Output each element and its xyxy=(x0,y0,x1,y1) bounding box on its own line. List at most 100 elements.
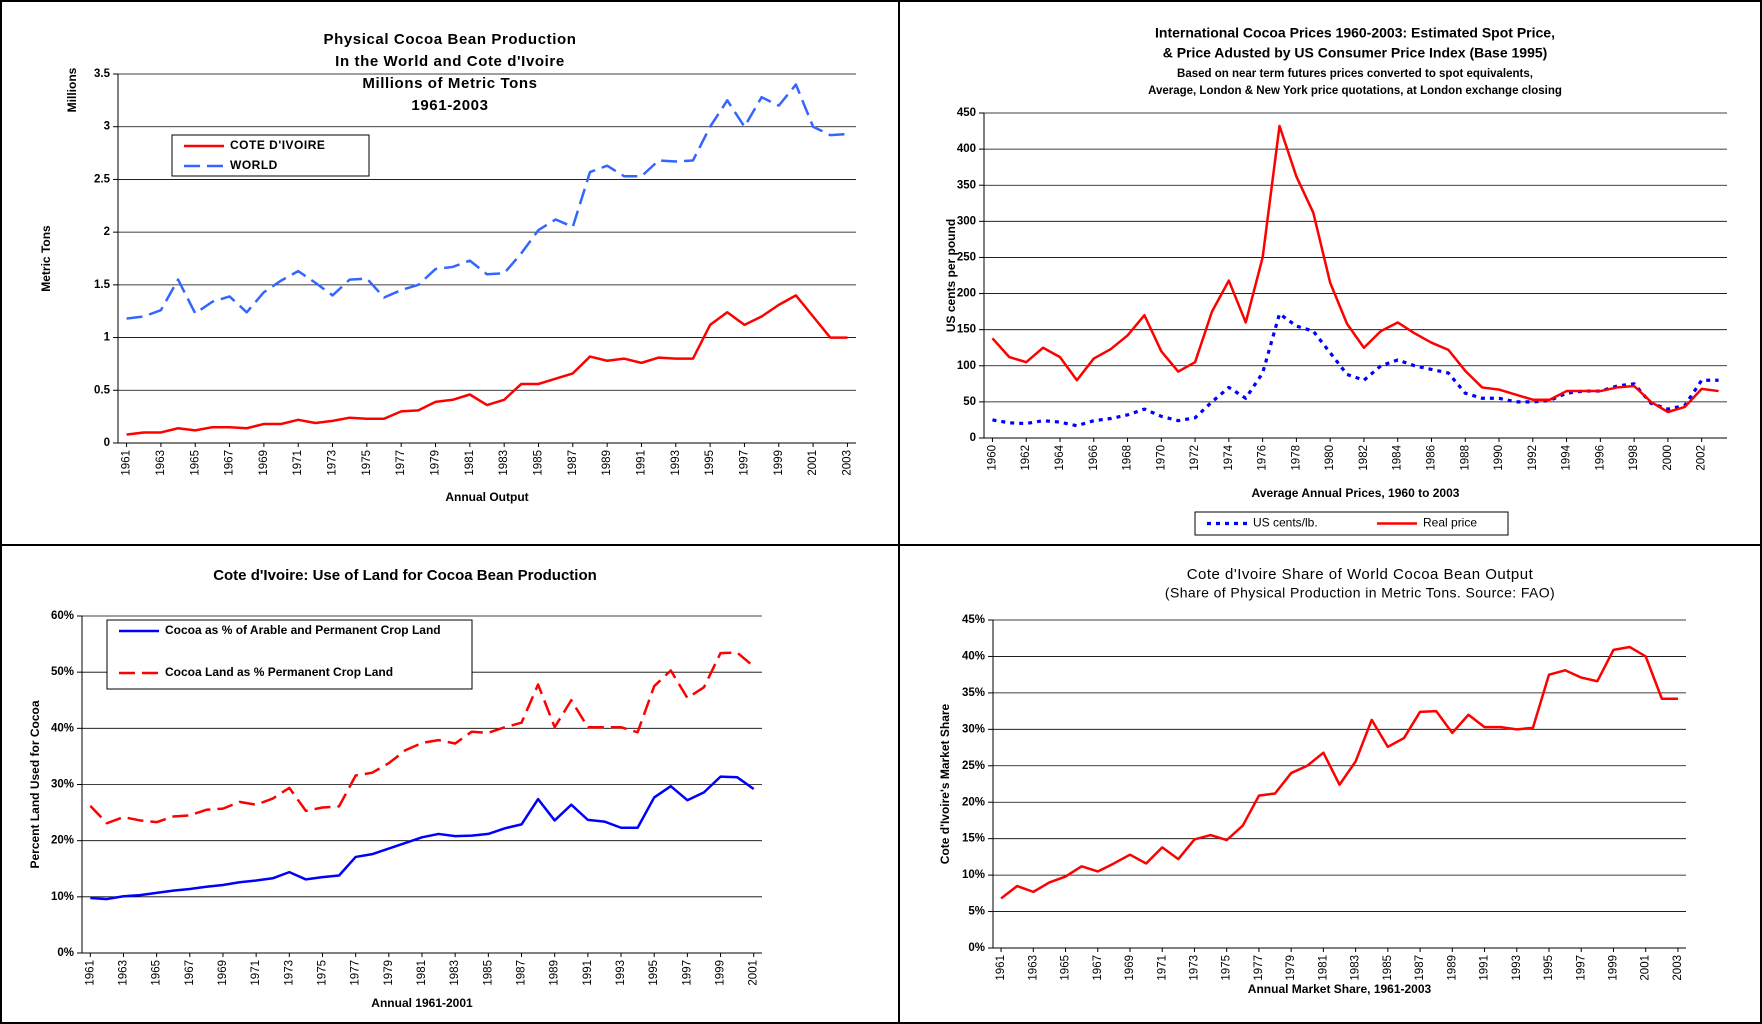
x-tick-label: 1969 xyxy=(1124,955,1136,981)
data-line xyxy=(992,312,1719,428)
x-tick-label: 1985 xyxy=(533,450,545,476)
data-line xyxy=(126,294,848,436)
chart-title: Physical Cocoa Bean Production xyxy=(323,31,576,48)
data-line xyxy=(126,83,848,320)
x-tick-label: 1991 xyxy=(1479,955,1491,981)
chart-title: Cote d'Ivoire Share of World Cocoa Bean … xyxy=(1187,566,1534,583)
x-tick-label: 1961 xyxy=(121,450,133,476)
x-tick-label: 1985 xyxy=(1382,955,1394,981)
x-tick-label: 2002 xyxy=(1696,445,1708,471)
y-tick-label: 40% xyxy=(962,650,985,662)
x-tick-label: 1965 xyxy=(1060,955,1072,981)
y-tick-label: 3 xyxy=(104,121,110,133)
y-tick-label: 45% xyxy=(962,614,985,626)
x-tick-label: 1961 xyxy=(84,960,96,986)
x-tick-label: 1974 xyxy=(1223,444,1235,470)
data-line xyxy=(89,651,755,825)
x-tick-label: 1987 xyxy=(516,960,528,986)
x-tick-label: 1986 xyxy=(1426,445,1438,471)
x-tick-label: 1967 xyxy=(184,960,196,986)
y-tick-label: 400 xyxy=(957,143,976,155)
x-tick-label: 2001 xyxy=(748,960,760,986)
y-tick-label: 0% xyxy=(968,942,985,954)
y-tick-label: 5% xyxy=(968,906,985,918)
x-tick-label: 1993 xyxy=(670,450,682,476)
x-tick-label: 1964 xyxy=(1054,444,1066,470)
x-tick-label: 1979 xyxy=(430,450,442,476)
x-tick-label: 1973 xyxy=(327,450,339,476)
y-tick-label: 0% xyxy=(57,947,74,959)
x-tick-label: 1963 xyxy=(155,450,167,476)
y-tick-label: 450 xyxy=(957,107,976,119)
chart-title: International Cocoa Prices 1960-2003: Es… xyxy=(1155,25,1555,41)
x-tick-label: 1987 xyxy=(567,450,579,476)
y-tick-label: 0 xyxy=(970,432,976,444)
legend-label: Cocoa Land as % Permanent Crop Land xyxy=(165,665,393,679)
legend-box xyxy=(106,619,473,690)
y-tick-label: 100 xyxy=(957,360,976,372)
y-tick-label: 3.5 xyxy=(94,68,111,80)
x-tick-label: 1999 xyxy=(715,960,727,986)
x-tick-label: 1981 xyxy=(464,450,476,476)
x-tick-label: 1971 xyxy=(292,450,304,476)
legend-label: US cents/lb. xyxy=(1253,516,1318,530)
y-tick-label: 15% xyxy=(962,833,985,845)
legend-label: WORLD xyxy=(230,158,278,172)
x-tick-label: 1981 xyxy=(1317,955,1329,981)
y-tick-label: 150 xyxy=(957,324,976,336)
x-tick-label: 1965 xyxy=(151,960,163,986)
y-tick-label: 50 xyxy=(963,396,976,408)
x-tick-label: 1969 xyxy=(258,450,270,476)
x-tick-label: 1989 xyxy=(549,960,561,986)
x-tick-label: 1983 xyxy=(1350,955,1362,981)
x-tick-label: 1979 xyxy=(1285,955,1297,981)
x-tick-label: 2000 xyxy=(1662,445,1674,471)
x-tick-label: 1976 xyxy=(1257,445,1269,471)
legend-box xyxy=(1194,511,1509,536)
y-axis-label: Cote d'Ivoire's Market Share xyxy=(938,703,952,864)
x-tick-label: 1996 xyxy=(1594,445,1606,471)
legend-box xyxy=(171,134,370,177)
x-axis-label: Average Annual Prices, 1960 to 2003 xyxy=(1252,486,1460,500)
data-line xyxy=(1000,645,1678,900)
x-tick-label: 1993 xyxy=(615,960,627,986)
x-tick-label: 1993 xyxy=(1511,955,1523,981)
x-tick-label: 1988 xyxy=(1459,445,1471,471)
y-axis-label: Percent Land Used for Cocoa xyxy=(28,700,42,868)
x-tick-label: 1962 xyxy=(1020,445,1032,471)
y-axis-label: Metric Tons xyxy=(39,225,53,292)
x-tick-label: 1997 xyxy=(681,960,693,986)
x-tick-label: 1975 xyxy=(361,450,373,476)
x-tick-label: 1975 xyxy=(1221,955,1233,981)
x-tick-label: 1995 xyxy=(1543,955,1555,981)
x-axis-label: Annual Output xyxy=(445,490,528,504)
x-axis-label: Annual 1961-2001 xyxy=(371,996,473,1010)
x-tick-label: 1961 xyxy=(995,955,1007,981)
x-tick-label: 1972 xyxy=(1189,445,1201,471)
x-tick-label: 1982 xyxy=(1358,445,1370,471)
x-tick-label: 1967 xyxy=(1092,955,1104,981)
x-tick-label: 1980 xyxy=(1324,445,1336,471)
x-tick-label: 2003 xyxy=(841,450,853,476)
y-tick-label: 40% xyxy=(51,722,74,734)
legend-label: COTE D'IVOIRE xyxy=(230,138,325,152)
y-tick-label: 1 xyxy=(104,332,111,344)
y-tick-label: 20% xyxy=(51,835,74,847)
x-tick-label: 1987 xyxy=(1414,955,1426,981)
chart-title: & Price Adusted by US Consumer Price Ind… xyxy=(1163,45,1548,61)
y-tick-label: 30% xyxy=(962,723,985,735)
x-tick-label: 1991 xyxy=(635,450,647,476)
y-tick-label: 10% xyxy=(962,869,985,881)
chart-title: Millions of Metric Tons xyxy=(362,75,537,92)
x-tick-label: 1978 xyxy=(1290,445,1302,471)
x-tick-label: 1977 xyxy=(1253,955,1265,981)
y-tick-label: 200 xyxy=(957,288,976,300)
chart-title: In the World and Cote d'Ivoire xyxy=(335,53,565,70)
y-tick-label: 50% xyxy=(51,666,74,678)
x-tick-label: 1999 xyxy=(1608,955,1620,981)
x-tick-label: 1966 xyxy=(1088,445,1100,471)
y-tick-label: 2.5 xyxy=(94,173,111,185)
x-tick-label: 1963 xyxy=(117,960,129,986)
